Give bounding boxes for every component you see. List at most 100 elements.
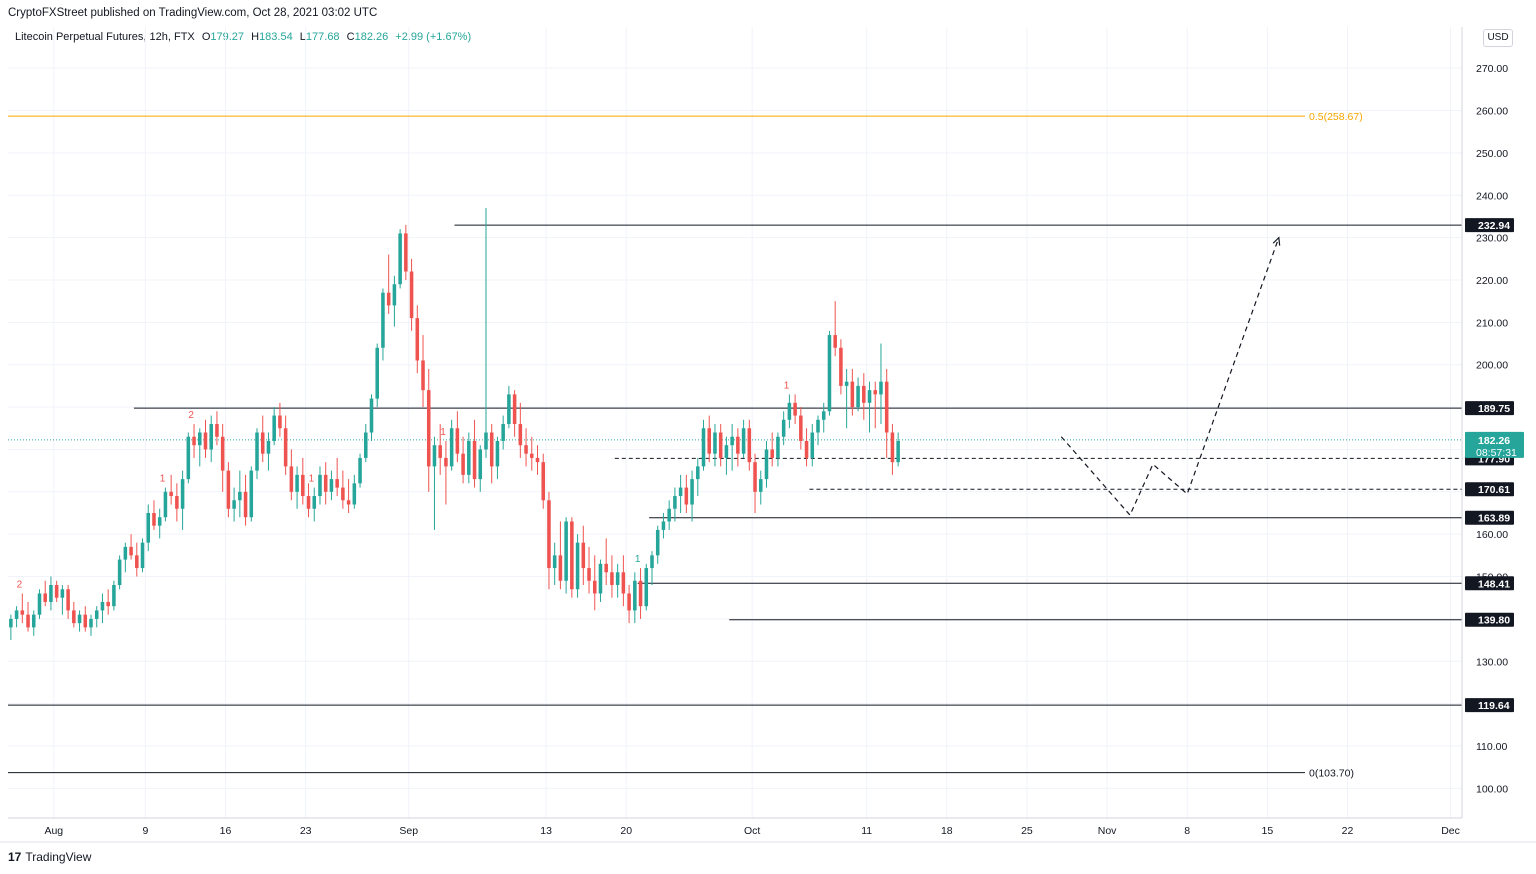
candle-body bbox=[867, 390, 872, 403]
candle-body bbox=[650, 555, 654, 569]
x-tick-label: 22 bbox=[1342, 825, 1354, 837]
fib-label: 0.5(258.67) bbox=[1309, 111, 1363, 123]
candle-body bbox=[83, 614, 88, 628]
candle-body bbox=[449, 428, 454, 467]
y-tick-label: 210.00 bbox=[1476, 317, 1508, 329]
candle-body bbox=[781, 419, 786, 437]
td-marker: 1 bbox=[635, 554, 641, 565]
x-tick-label: Nov bbox=[1098, 825, 1117, 837]
candle-body bbox=[799, 415, 803, 441]
candle-body bbox=[386, 292, 391, 306]
candle-body bbox=[318, 474, 322, 497]
td-marker: 2 bbox=[188, 410, 194, 421]
candle-body bbox=[644, 568, 649, 607]
candle-body bbox=[839, 347, 843, 386]
y-tick-label: 230.00 bbox=[1476, 233, 1508, 245]
candle-body bbox=[541, 462, 546, 501]
price-axis-labels: 232.94189.75177.90170.61163.89148.41139.… bbox=[1465, 218, 1524, 713]
candle-body bbox=[776, 436, 780, 458]
candle-body bbox=[329, 479, 334, 492]
candle-body bbox=[209, 424, 213, 450]
candle-body bbox=[615, 572, 620, 586]
y-tick-label: 200.00 bbox=[1476, 360, 1508, 372]
tradingview-footer[interactable]: 17 TradingView bbox=[8, 850, 91, 864]
candle-body bbox=[283, 428, 288, 467]
candle-body bbox=[535, 457, 540, 463]
candle-body bbox=[123, 546, 128, 560]
td-marker: 1 bbox=[440, 427, 446, 438]
level-tag-text: 170.61 bbox=[1478, 484, 1510, 496]
candle-body bbox=[54, 585, 59, 598]
y-tick-label: 160.00 bbox=[1476, 529, 1508, 541]
candle-body bbox=[152, 512, 156, 526]
candle-body bbox=[587, 568, 591, 581]
level-tag bbox=[1465, 698, 1514, 713]
x-tick-label: Dec bbox=[1441, 825, 1460, 837]
candle-body bbox=[432, 445, 437, 467]
candle-body bbox=[627, 593, 631, 611]
candlestick-series bbox=[9, 207, 900, 641]
candle-body bbox=[129, 546, 133, 556]
candle-body bbox=[266, 440, 271, 454]
level-tag-text: 232.94 bbox=[1478, 220, 1510, 232]
candle-body bbox=[197, 432, 202, 446]
candle-body bbox=[369, 398, 374, 433]
candle-body bbox=[718, 432, 723, 458]
level-tag bbox=[1465, 510, 1514, 525]
countdown-text: 08:57:31 bbox=[1476, 447, 1517, 459]
x-tick-label: Oct bbox=[744, 825, 760, 837]
candle-body bbox=[455, 428, 460, 454]
chart-axes: 100.00110.00120.00130.00140.00150.00160.… bbox=[0, 27, 1536, 843]
candle-body bbox=[696, 466, 700, 480]
candle-body bbox=[690, 479, 694, 505]
candle-body bbox=[421, 360, 425, 391]
y-tick-label: 110.00 bbox=[1476, 741, 1507, 753]
y-tick-label: 130.00 bbox=[1476, 656, 1508, 668]
candle-body bbox=[409, 271, 414, 319]
open-value: 179.27 bbox=[210, 31, 245, 43]
candle-body bbox=[438, 445, 442, 458]
candle-body bbox=[633, 580, 637, 611]
chart-grid bbox=[8, 27, 1462, 818]
candle-body bbox=[472, 440, 477, 480]
y-tick-label: 100.00 bbox=[1476, 783, 1508, 795]
candle-body bbox=[673, 496, 677, 509]
candle-body bbox=[552, 555, 557, 569]
candle-body bbox=[358, 457, 362, 484]
candle-body bbox=[896, 440, 900, 463]
symbol-legend: Litecoin Perpetual Futures, 12h, FTX O17… bbox=[15, 31, 471, 43]
change-value: +2.99 (+1.67%) bbox=[395, 31, 472, 43]
open-label: O bbox=[201, 31, 211, 43]
candle-body bbox=[100, 601, 105, 611]
candle-body bbox=[467, 440, 471, 475]
candle-body bbox=[736, 436, 740, 454]
candle-body bbox=[856, 385, 860, 408]
candle-body bbox=[684, 487, 689, 505]
publisher-line: CryptoFXStreet published on TradingView.… bbox=[8, 7, 378, 19]
td-marker: 2 bbox=[17, 579, 23, 590]
candle-body bbox=[862, 385, 866, 403]
candle-body bbox=[404, 233, 408, 272]
candle-body bbox=[341, 487, 345, 501]
last-price-text: 182.26 bbox=[1478, 435, 1510, 447]
candle-body bbox=[518, 424, 523, 446]
tradingview-brand: TradingView bbox=[25, 850, 92, 864]
candle-body bbox=[301, 474, 305, 497]
candle-body bbox=[43, 593, 47, 602]
candle-body bbox=[203, 432, 208, 450]
x-tick-label: Aug bbox=[44, 825, 63, 837]
candle-body bbox=[364, 432, 368, 458]
candle-body bbox=[575, 542, 580, 590]
candle-body bbox=[323, 474, 328, 492]
candle-body bbox=[655, 529, 660, 556]
x-tick-label: 11 bbox=[861, 825, 872, 837]
candle-body bbox=[564, 521, 568, 581]
td-marker: 1 bbox=[309, 474, 315, 485]
currency-button[interactable]: USD bbox=[1483, 29, 1513, 47]
candle-body bbox=[758, 479, 763, 492]
symbol-name: Litecoin Perpetual Futures, 12h, FTX bbox=[15, 31, 195, 43]
candle-body bbox=[146, 512, 151, 543]
candle-body bbox=[14, 610, 19, 619]
candle-body bbox=[180, 479, 185, 509]
